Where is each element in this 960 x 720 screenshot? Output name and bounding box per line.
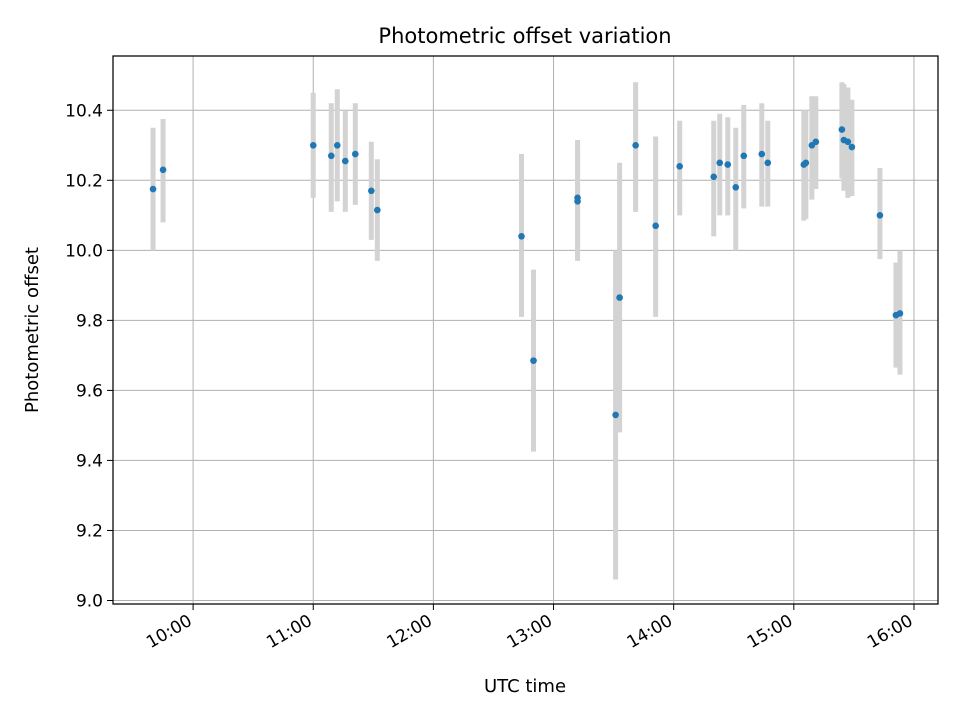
y-tick-label: 10.4 (65, 101, 103, 121)
data-point (327, 152, 335, 160)
plot-frame (112, 55, 939, 605)
data-point (724, 161, 732, 168)
data-point (732, 184, 740, 191)
data-point (848, 143, 856, 151)
data-point (802, 159, 810, 167)
y-tick-label: 9.2 (76, 521, 103, 541)
data-point (368, 187, 375, 195)
y-axis-title: Photometric offset (22, 247, 43, 413)
y-tick-label: 9.8 (76, 311, 103, 331)
x-axis-title: UTC time (484, 676, 566, 697)
y-tick-label: 10.0 (65, 241, 103, 261)
chart-title: Photometric offset variation (378, 24, 671, 48)
y-axis: 9.0 9.2 9.4 9.6 9.8 10.0 10.2 10.4 (65, 101, 113, 611)
data-point (351, 150, 359, 158)
data-point (374, 206, 381, 214)
y-tick-label: 9.4 (76, 451, 103, 471)
data-point (710, 173, 718, 181)
y-tick-label: 9.6 (76, 381, 103, 401)
data-point (632, 141, 639, 149)
data-point (612, 411, 619, 419)
data-point (758, 150, 766, 158)
data-point (616, 294, 623, 301)
data-point (716, 159, 724, 167)
data-point (876, 212, 884, 219)
data-point (159, 166, 167, 174)
data-point (838, 126, 846, 133)
data-point (333, 141, 341, 149)
data-point (652, 222, 659, 230)
data-point (341, 157, 349, 165)
data-point (574, 194, 581, 202)
data-point (530, 357, 537, 364)
data-point (676, 163, 683, 170)
data-point (309, 141, 317, 149)
grid-lines (113, 56, 938, 604)
data-point (764, 159, 772, 167)
data-point (518, 233, 525, 240)
data-point (740, 152, 748, 160)
data-point (149, 185, 157, 193)
y-tick-label: 10.2 (65, 171, 103, 191)
data-points (149, 126, 904, 419)
data-point (896, 310, 904, 317)
data-point (844, 138, 852, 146)
data-point (812, 138, 820, 146)
y-tick-label: 9.0 (76, 591, 103, 611)
